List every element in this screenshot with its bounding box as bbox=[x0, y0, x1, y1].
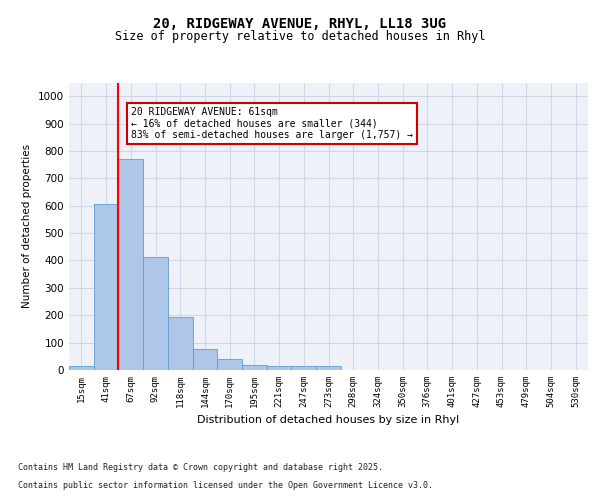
Text: Contains HM Land Registry data © Crown copyright and database right 2025.: Contains HM Land Registry data © Crown c… bbox=[18, 464, 383, 472]
Text: 20 RIDGEWAY AVENUE: 61sqm
← 16% of detached houses are smaller (344)
83% of semi: 20 RIDGEWAY AVENUE: 61sqm ← 16% of detac… bbox=[131, 107, 413, 140]
Bar bbox=[94, 204, 118, 370]
X-axis label: Distribution of detached houses by size in Rhyl: Distribution of detached houses by size … bbox=[197, 416, 460, 426]
Bar bbox=[292, 366, 316, 370]
Bar bbox=[316, 366, 341, 370]
Text: Size of property relative to detached houses in Rhyl: Size of property relative to detached ho… bbox=[115, 30, 485, 43]
Bar bbox=[267, 366, 292, 370]
Bar bbox=[242, 364, 267, 370]
Bar bbox=[193, 348, 217, 370]
Text: 20, RIDGEWAY AVENUE, RHYL, LL18 3UG: 20, RIDGEWAY AVENUE, RHYL, LL18 3UG bbox=[154, 18, 446, 32]
Bar bbox=[118, 159, 143, 370]
Bar bbox=[69, 366, 94, 370]
Text: Contains public sector information licensed under the Open Government Licence v3: Contains public sector information licen… bbox=[18, 481, 433, 490]
Bar bbox=[168, 318, 193, 370]
Bar bbox=[217, 359, 242, 370]
Y-axis label: Number of detached properties: Number of detached properties bbox=[22, 144, 32, 308]
Bar bbox=[143, 257, 168, 370]
